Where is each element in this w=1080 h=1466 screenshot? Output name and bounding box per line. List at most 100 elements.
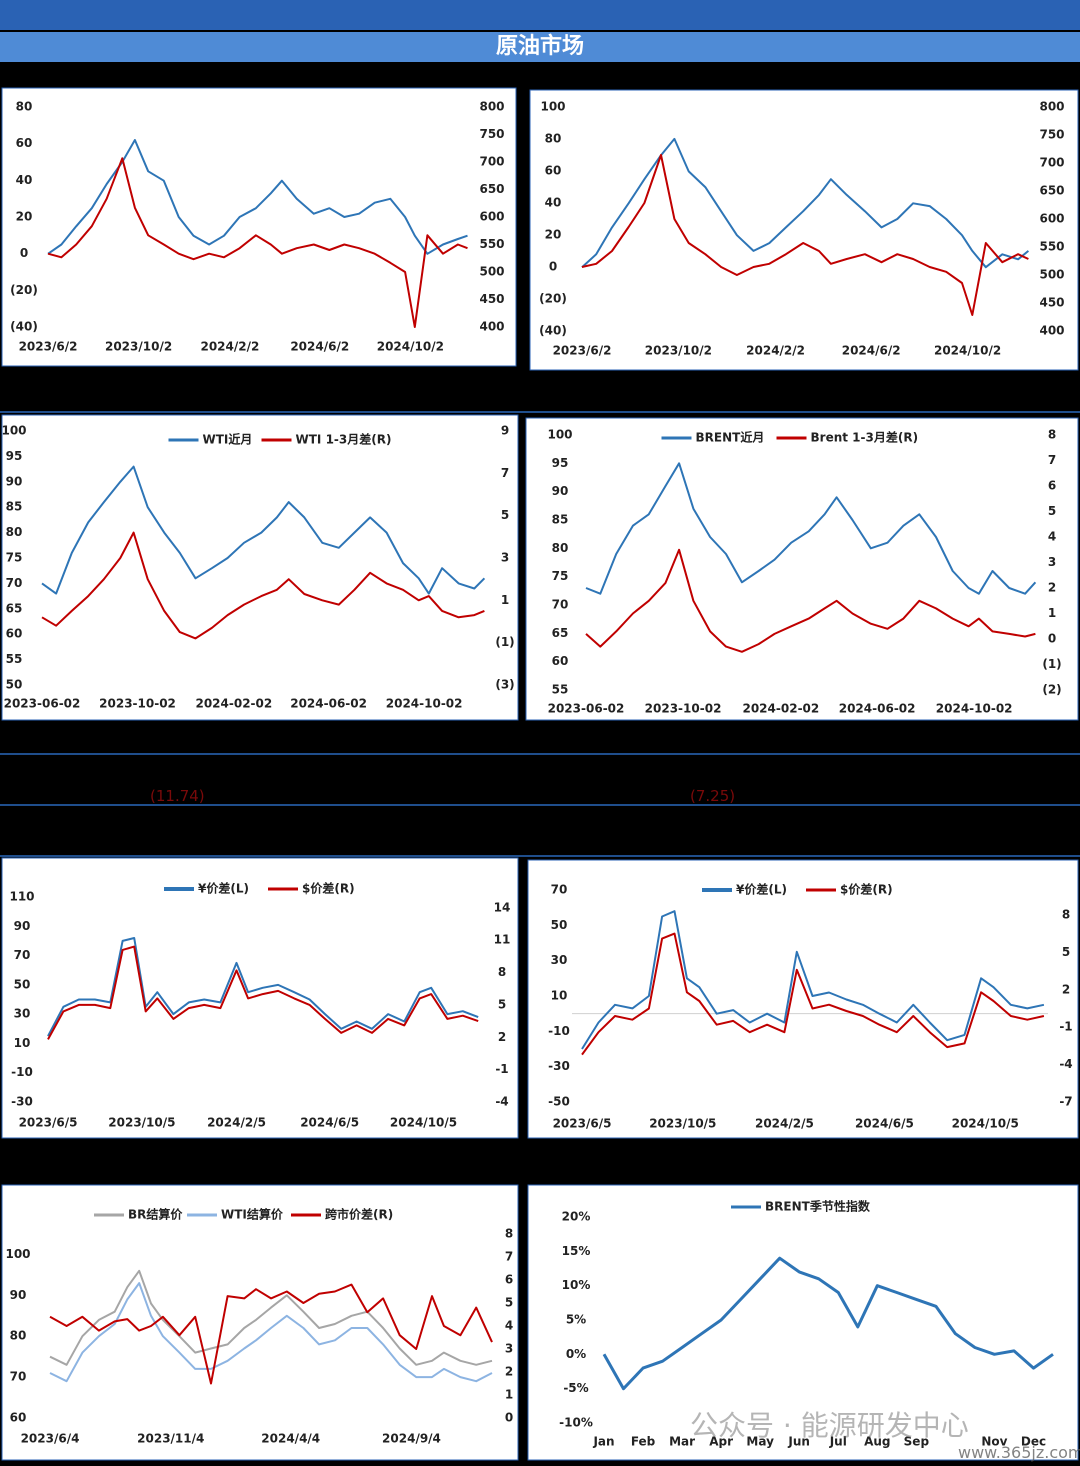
watermark-url: www.365jz.com <box>958 1443 1080 1462</box>
y2-tick-label: 500 <box>1039 268 1064 282</box>
y2-tick-label: 550 <box>1039 240 1064 254</box>
strip-value: (7.25) <box>690 787 736 805</box>
x-tick-label: 2023/6/5 <box>553 1117 612 1131</box>
y2-tick-label: 9 <box>501 424 509 438</box>
y2-tick-label: (3) <box>495 678 514 692</box>
chart-panel <box>525 417 1079 721</box>
series-line <box>47 945 479 1040</box>
y-tick-label: 90 <box>14 919 31 933</box>
y-tick-label: 5% <box>566 1313 586 1327</box>
y-tick-label: 60 <box>552 654 569 668</box>
y-tick-label: 70 <box>552 598 569 612</box>
y-tick-label: 75 <box>6 551 23 565</box>
x-tick-label: 2024/6/2 <box>290 340 349 354</box>
y-tick-label: 50 <box>14 977 31 991</box>
y2-tick-label: 3 <box>501 551 509 565</box>
x-tick-label: 2023/6/2 <box>19 340 78 354</box>
y-tick-label: 100 <box>540 100 565 114</box>
series-line <box>581 154 1029 316</box>
y2-tick-label: 800 <box>1039 100 1064 114</box>
x-tick-label: 2023-06-02 <box>4 697 81 711</box>
y-tick-label: 50 <box>551 918 568 932</box>
y-tick-label: -10 <box>548 1024 570 1038</box>
y2-tick-label: 450 <box>1039 296 1064 310</box>
x-tick-label: Jul <box>829 1435 847 1449</box>
y2-tick-label: 650 <box>1039 184 1064 198</box>
series-line <box>47 937 479 1037</box>
y-tick-label: 20 <box>545 228 562 242</box>
y-tick-label: -30 <box>11 1095 33 1109</box>
y2-tick-label: 0 <box>1048 632 1056 646</box>
legend-label: WTI近月 <box>203 432 253 447</box>
y2-tick-label: 6 <box>1048 479 1056 493</box>
chart-panel <box>527 859 1079 1139</box>
y2-tick-label: 2 <box>1048 581 1056 595</box>
divider <box>0 855 1080 857</box>
x-tick-label: 2024/9/4 <box>382 1432 441 1446</box>
y-tick-label: 55 <box>552 683 569 697</box>
x-tick-label: Feb <box>631 1435 656 1449</box>
x-tick-label: 2024/2/2 <box>200 340 259 354</box>
x-tick-label: Dec <box>1021 1435 1046 1449</box>
x-tick-label: 2024-06-02 <box>839 702 916 716</box>
y-tick-label: 80 <box>16 100 33 114</box>
y-tick-label: 65 <box>6 601 23 615</box>
x-tick-label: 2023-10-02 <box>99 697 176 711</box>
x-tick-label: 2023/10/5 <box>649 1117 716 1131</box>
y-tick-label: -50 <box>548 1095 570 1109</box>
y2-tick-label: 5 <box>1062 945 1070 959</box>
series-line <box>49 1269 493 1366</box>
x-tick-label: 2023/10/2 <box>105 340 172 354</box>
x-tick-label: 2024-02-02 <box>742 702 819 716</box>
y2-tick-label: 500 <box>479 265 504 279</box>
y-tick-label: 30 <box>551 953 568 967</box>
legend-label: $价差(R) <box>840 882 893 897</box>
y-tick-label: 70 <box>551 883 568 897</box>
y2-tick-label: 5 <box>505 1296 513 1310</box>
y-tick-label: 90 <box>10 1288 27 1302</box>
y-tick-label: 70 <box>6 576 23 590</box>
y-tick-label: 80 <box>10 1329 27 1343</box>
y2-tick-label: 3 <box>505 1342 513 1356</box>
y-tick-label: 20% <box>562 1210 591 1224</box>
y-tick-label: 60 <box>545 164 562 178</box>
x-tick-label: 2024/6/5 <box>855 1117 914 1131</box>
series-line <box>581 932 1045 1056</box>
y-tick-label: 90 <box>6 474 23 488</box>
y-tick-label: -10 <box>11 1065 33 1079</box>
series-line <box>47 157 468 328</box>
y-tick-label: 60 <box>16 136 33 150</box>
x-tick-label: 2023/10/5 <box>108 1116 175 1130</box>
y-tick-label: 70 <box>10 1370 27 1384</box>
y2-tick-label: 800 <box>479 100 504 114</box>
x-tick-label: 2023-10-02 <box>645 702 722 716</box>
y2-tick-label: 2 <box>505 1365 513 1379</box>
y2-tick-label: 14 <box>494 900 511 914</box>
y-tick-label: 10 <box>551 989 568 1003</box>
y2-tick-label: 8 <box>1062 907 1070 921</box>
y2-tick-label: 3 <box>1048 555 1056 569</box>
legend-label: WTI结算价 <box>221 1207 284 1222</box>
y-tick-label: 65 <box>552 626 569 640</box>
series-line <box>602 1256 1054 1391</box>
y-tick-label: 90 <box>552 484 569 498</box>
y-tick-label: 80 <box>552 541 569 555</box>
y2-tick-label: 650 <box>479 182 504 196</box>
x-tick-label: 2024/10/5 <box>390 1116 457 1130</box>
y2-tick-label: 4 <box>505 1319 513 1333</box>
x-tick-label: 2024/6/5 <box>300 1116 359 1130</box>
x-tick-label: 2024/2/2 <box>746 344 805 358</box>
x-tick-label: 2024-02-02 <box>195 697 272 711</box>
y-tick-label: 30 <box>14 1007 31 1021</box>
y2-tick-label: 1 <box>505 1388 513 1402</box>
legend-label: BRENT季节性指数 <box>765 1199 871 1214</box>
x-tick-label: 2024-10-02 <box>936 702 1013 716</box>
y2-tick-label: 8 <box>498 965 506 979</box>
legend-label: 跨市价差(R) <box>325 1207 393 1222</box>
divider <box>0 753 1080 755</box>
divider <box>0 411 1080 413</box>
y2-tick-label: 7 <box>1048 453 1056 467</box>
y2-tick-label: -1 <box>1059 1020 1072 1034</box>
